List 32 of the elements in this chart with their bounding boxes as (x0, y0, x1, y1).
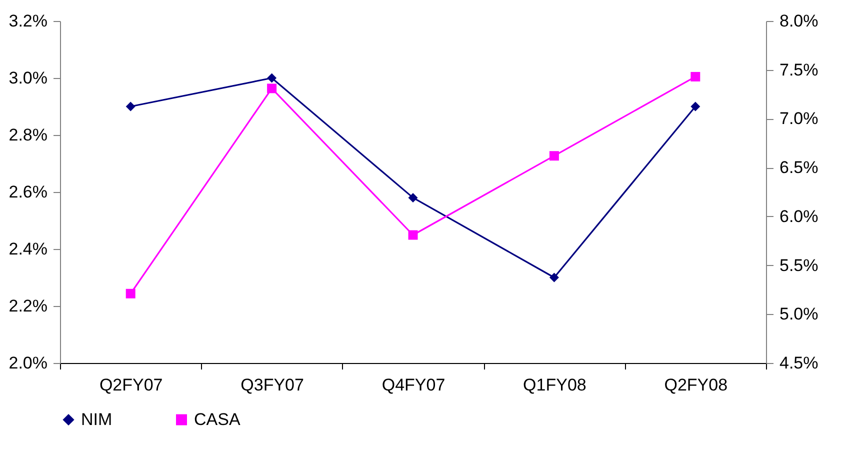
y2-tick-label: 8.0% (780, 12, 818, 30)
point (267, 84, 277, 94)
point (408, 230, 418, 240)
legend-label: NIM (81, 410, 112, 429)
y-tick-label: 3.2% (8, 12, 48, 30)
point (549, 151, 559, 161)
y-tick-label: 2.6% (8, 182, 48, 202)
y2-tick-label: 5.0% (780, 304, 818, 324)
y2-tick-label: 6.5% (780, 158, 818, 178)
y2-tick-label: 5.5% (780, 256, 818, 275)
x-tick-label: Q2FY08 (664, 376, 728, 394)
x-tick-label: Q2FY07 (99, 376, 163, 394)
point (690, 72, 700, 82)
y-tick-label: 2.2% (8, 296, 48, 316)
y-tick-label: 2.4% (8, 240, 48, 258)
point (549, 272, 559, 282)
point (267, 73, 277, 83)
point (126, 288, 136, 298)
legend-label: CASA (194, 410, 241, 429)
y2-tick-label: 4.5% (780, 354, 818, 372)
y-tick-label: 2.8% (8, 126, 48, 144)
y2-tick-label: 7.5% (780, 60, 818, 80)
point (126, 102, 136, 112)
y-tick-label: 2.0% (8, 354, 48, 372)
y2-tick-label: 7.0% (780, 109, 818, 128)
x-tick-label: Q4FY07 (382, 376, 446, 394)
y-tick-label: 3.0% (8, 68, 48, 88)
point (690, 102, 700, 112)
y2-tick-label: 6.0% (780, 206, 818, 226)
x-tick-label: Q3FY07 (240, 376, 304, 394)
point (408, 192, 418, 202)
x-tick-label: Q1FY08 (523, 376, 586, 394)
